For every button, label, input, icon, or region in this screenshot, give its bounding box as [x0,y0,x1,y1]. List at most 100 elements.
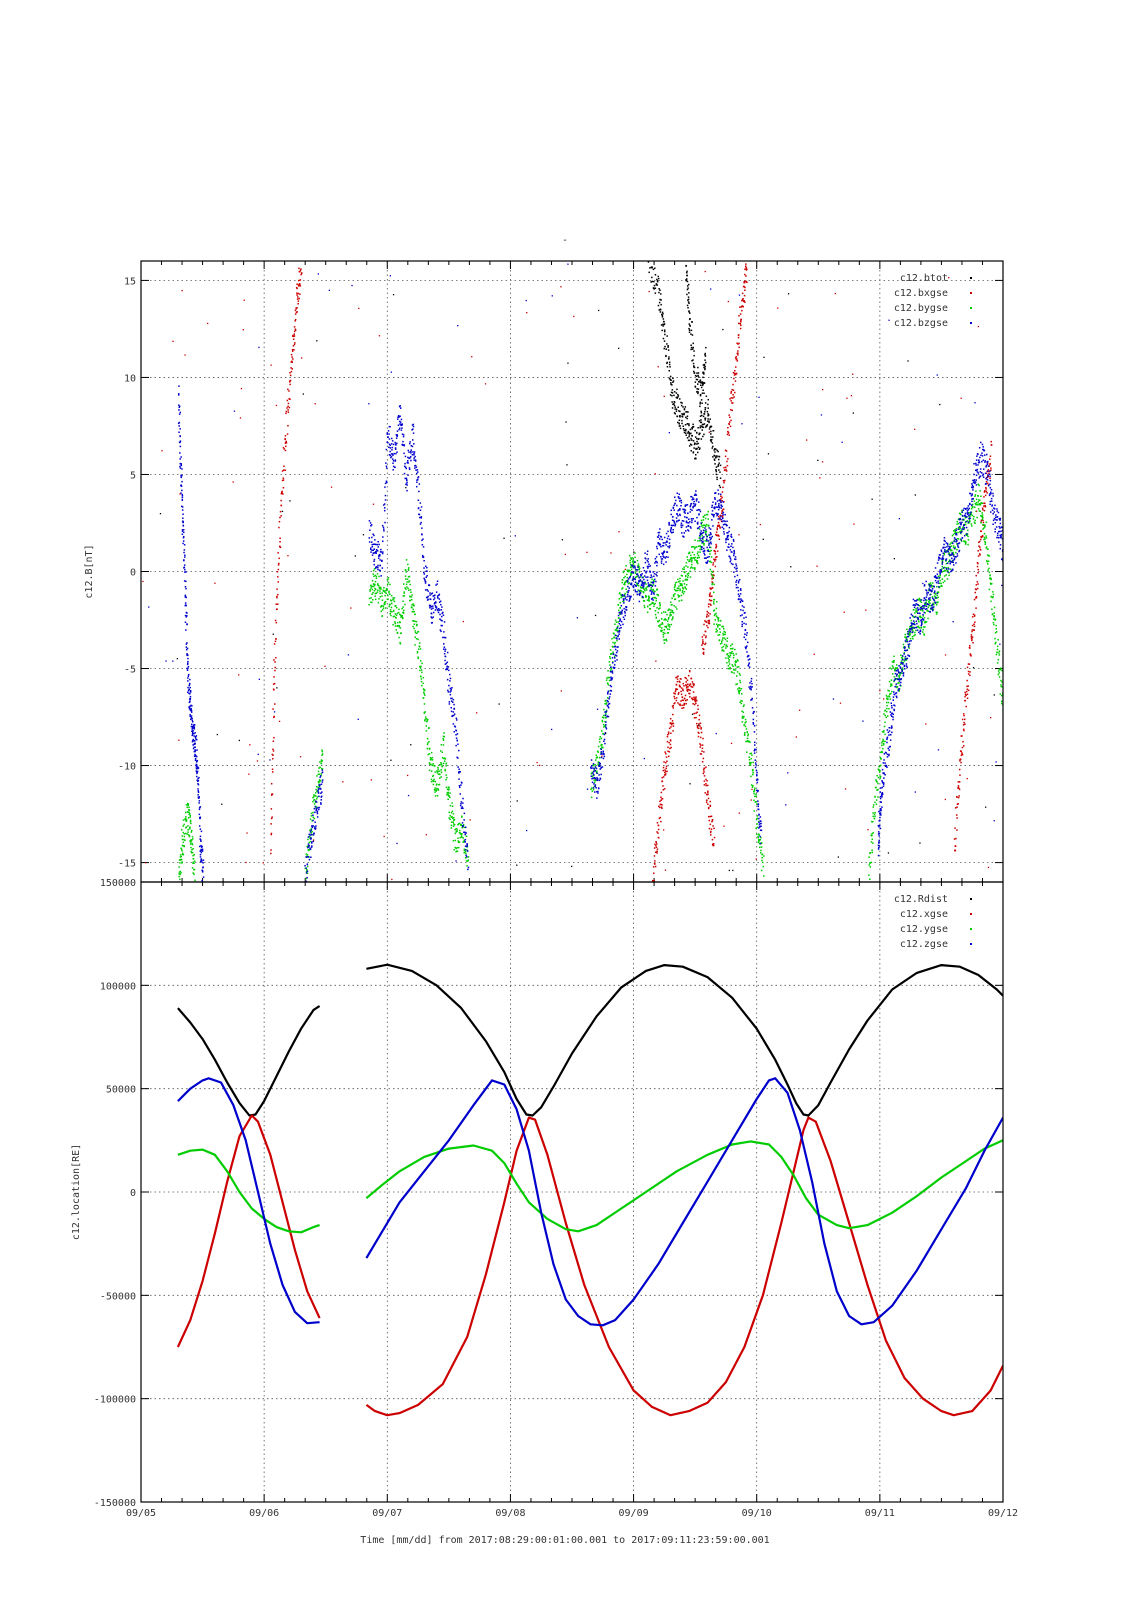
data-point [609,669,612,671]
data-point [957,787,959,789]
data-point [652,596,654,599]
data-point [419,669,421,672]
data-point [663,536,666,539]
data-point [743,300,745,302]
data-point [377,584,380,587]
data-point [694,504,696,506]
data-point [655,283,658,285]
data-point [694,386,697,388]
data-point [920,601,923,604]
data-point [977,555,980,557]
data-point [941,568,943,570]
data-point [991,596,993,598]
data-point [995,624,997,627]
data-point [993,606,996,609]
data-point [893,676,896,678]
data-point [996,648,999,651]
data-point [643,600,645,602]
data-point [373,568,376,570]
data-point [639,589,642,592]
data-point [696,378,699,381]
data-point [426,596,429,599]
data-point [687,283,690,286]
data-point [184,554,186,556]
data-point [421,544,424,546]
data-point [457,766,459,768]
data-point [632,578,634,581]
data-point [656,545,658,548]
data-point [189,715,191,718]
data-point [286,399,289,402]
data-point [697,545,700,547]
data-point [712,844,714,847]
data-point [709,805,712,807]
data-point [632,572,635,574]
data-point [943,566,946,569]
data-point [746,281,748,284]
data-point [996,662,999,664]
data-point [192,726,194,729]
data-point [951,541,953,543]
data-point [941,578,944,580]
data-point [667,346,669,348]
data-point [709,553,711,555]
data-point [375,567,377,569]
data-point [279,541,281,543]
data-point [726,433,729,436]
data-point [693,365,695,367]
data-point [201,870,204,872]
data-point [627,591,629,594]
data-point [677,519,680,522]
data-point [320,759,323,761]
data-point [688,684,691,687]
data-point [694,493,697,495]
data-point [711,819,714,822]
data-point [673,391,676,393]
data-point [744,273,746,276]
data-point [670,726,672,728]
data-point [695,716,697,719]
data-point [184,817,187,820]
data-point [971,506,974,509]
data-point [704,355,707,357]
data-point [434,787,436,789]
data-point [444,655,447,658]
data-point [961,718,964,721]
data-point [707,620,709,622]
data-point [740,702,742,705]
data-point [872,804,875,806]
data-point [693,554,696,556]
data-point [186,669,189,671]
data-point [692,362,695,365]
data-point [432,775,434,778]
data-point [970,513,972,516]
data-point [720,498,722,500]
data-point [414,613,416,616]
data-point [721,516,724,518]
data-point [971,514,974,517]
data-point [186,806,188,809]
data-point [725,647,727,649]
data-point [709,546,712,549]
data-point [437,609,439,612]
data-point [697,372,700,374]
data-point [195,735,198,737]
data-point [417,657,419,660]
data-point [633,583,636,586]
data-point [698,448,701,450]
data-point [685,699,687,702]
data-point [192,862,194,864]
data-point [655,851,657,853]
data-point [699,405,701,408]
data-point [755,801,757,803]
data-point [664,751,666,753]
data-point [445,765,447,767]
data-point [988,571,990,574]
data-point [623,595,625,598]
data-point [381,595,383,597]
data-point [404,455,407,458]
data-point [670,723,673,725]
data-point [679,509,681,511]
data-point [638,580,640,582]
data-point [657,594,659,596]
